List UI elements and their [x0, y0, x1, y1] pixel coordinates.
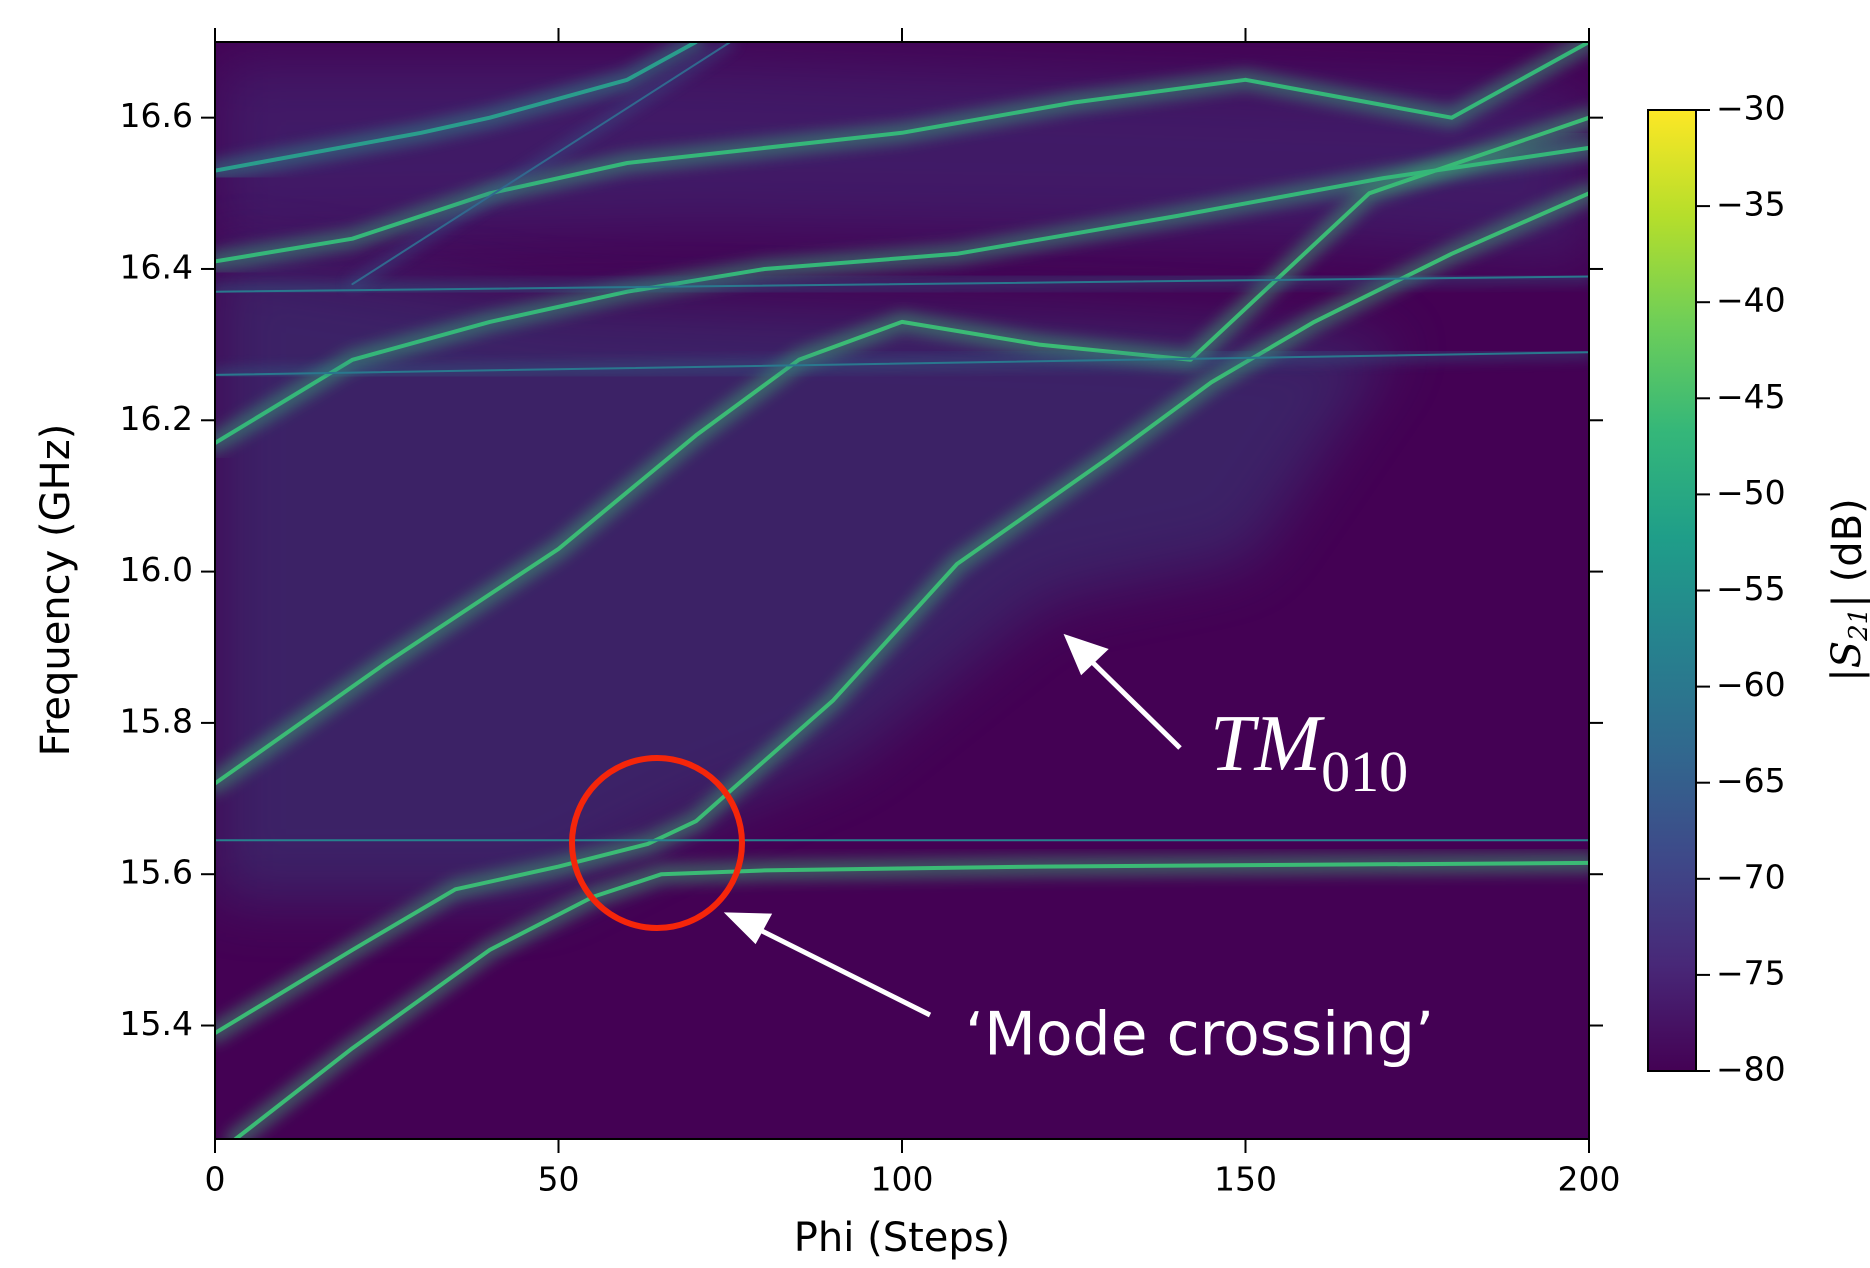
trace	[233, 860, 1589, 1139]
colorbar-tick-label: −75	[1716, 953, 1786, 992]
traces	[215, 42, 1589, 1139]
mode-name: TM	[1210, 700, 1325, 788]
colorbar-label-part: (dB)	[1825, 498, 1870, 582]
x-tick-label: 50	[538, 1160, 580, 1199]
colorbar-tick-label: −80	[1716, 1050, 1786, 1089]
y-tick-label: 15.4	[120, 1004, 193, 1043]
trace	[215, 191, 1589, 1036]
arrows	[723, 633, 1182, 1018]
colorbar-tick-label: −55	[1716, 569, 1786, 608]
x-tick-label: 0	[205, 1160, 226, 1199]
crossing-circle	[569, 755, 745, 931]
y-tick-label: 16.6	[120, 96, 193, 135]
colorbar-tick-label: −35	[1716, 185, 1786, 224]
arrow-head	[723, 912, 773, 945]
y-tick-label: 15.8	[120, 701, 193, 740]
x-tick-label: 150	[1214, 1160, 1277, 1199]
y-tick-label: 15.6	[120, 853, 193, 892]
y-axis-label: Frequency (GHz)	[33, 424, 79, 757]
colorbar-tick-label: −50	[1716, 473, 1786, 512]
trace	[351, 42, 732, 286]
colorbar-tick-label: −65	[1716, 761, 1786, 800]
crossing-annotation: ‘Mode crossing’	[965, 1000, 1434, 1070]
trace	[215, 275, 1589, 293]
trace	[215, 145, 1589, 445]
y-tick-label: 16.4	[120, 247, 193, 286]
colorbar-tick-label: −30	[1716, 89, 1786, 128]
arrow-head	[1063, 633, 1109, 676]
trace	[215, 42, 1589, 264]
y-tick-label: 16.2	[120, 399, 193, 438]
mode-index: 010	[1321, 739, 1408, 804]
mode-annotation: TM010	[1210, 700, 1408, 804]
x-axis-label: Phi (Steps)	[794, 1215, 1010, 1261]
colorbar-tick-label: −40	[1716, 281, 1786, 320]
colorbar-label-part: |S	[1824, 641, 1870, 682]
colorbar-tick-label: −45	[1716, 377, 1786, 416]
x-tick-label: 200	[1558, 1160, 1621, 1199]
trace	[215, 42, 698, 173]
arrow-shaft	[748, 922, 932, 1018]
colorbar-tick-label: −70	[1716, 857, 1786, 896]
x-tick-label: 100	[871, 1160, 934, 1199]
colorbar-label-part: |	[1825, 594, 1870, 607]
y-tick-label: 16.0	[120, 550, 193, 589]
colorbar-label-sub: 21	[1844, 608, 1870, 642]
colorbar	[1647, 109, 1697, 1072]
arrow-shaft	[1083, 653, 1182, 750]
colorbar-tick-label: −60	[1716, 665, 1786, 704]
trace	[215, 351, 1589, 376]
colorbar-label: |S21| (dB)	[1824, 498, 1870, 682]
